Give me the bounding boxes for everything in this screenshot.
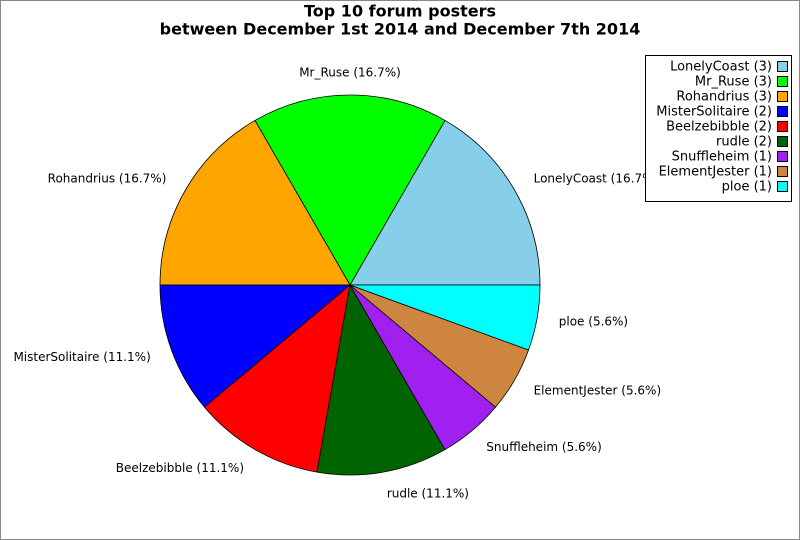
- slice-label: Snuffleheim (5.6%): [486, 440, 602, 454]
- legend-label: Rohandrius (3): [676, 90, 772, 105]
- slice-label: Mr_Ruse (16.7%): [299, 66, 401, 80]
- pie-slice: [349, 284, 541, 351]
- legend-swatch: [777, 76, 788, 87]
- slice-label: MisterSolitaire (11.1%): [13, 350, 150, 364]
- legend-swatch: [777, 106, 788, 117]
- legend-swatch: [777, 91, 788, 102]
- chart-subtitle: between December 1st 2014 and December 7…: [160, 20, 641, 39]
- legend-label: rudle (2): [716, 135, 772, 150]
- slice-label: LonelyCoast (16.7%): [534, 172, 659, 186]
- legend-label: Beelzebibble (2): [666, 120, 772, 135]
- legend-label: Mr_Ruse (3): [695, 75, 772, 90]
- pie-slice: [159, 284, 352, 408]
- pie-slice: [159, 119, 351, 286]
- slice-label: rudle (11.1%): [387, 486, 469, 500]
- pie-slice: [316, 283, 446, 476]
- pie-slice: [349, 119, 541, 286]
- chart-title: Top 10 forum posters: [304, 2, 496, 21]
- legend-label: ploe (1): [722, 180, 772, 195]
- legend-box: [645, 55, 792, 202]
- legend-swatch: [777, 61, 788, 72]
- legend-swatch: [777, 136, 788, 147]
- pie-slice: [254, 94, 446, 286]
- legend-swatch: [777, 166, 788, 177]
- legend-swatch: [777, 151, 788, 162]
- slice-label: Rohandrius (16.7%): [48, 172, 167, 186]
- legend-swatch: [777, 181, 788, 192]
- slice-label: Beelzebibble (11.1%): [116, 461, 244, 475]
- legend-swatch: [777, 121, 788, 132]
- pie-slice: [203, 283, 351, 473]
- slice-label: ElementJester (5.6%): [534, 384, 662, 398]
- legend-label: LonelyCoast (3): [670, 60, 772, 75]
- legend-label: MisterSolitaire (2): [656, 105, 772, 120]
- legend-label: ElementJester (1): [659, 165, 772, 180]
- legend-label: Snuffleheim (1): [672, 150, 772, 165]
- slice-label: ploe (5.6%): [559, 314, 628, 328]
